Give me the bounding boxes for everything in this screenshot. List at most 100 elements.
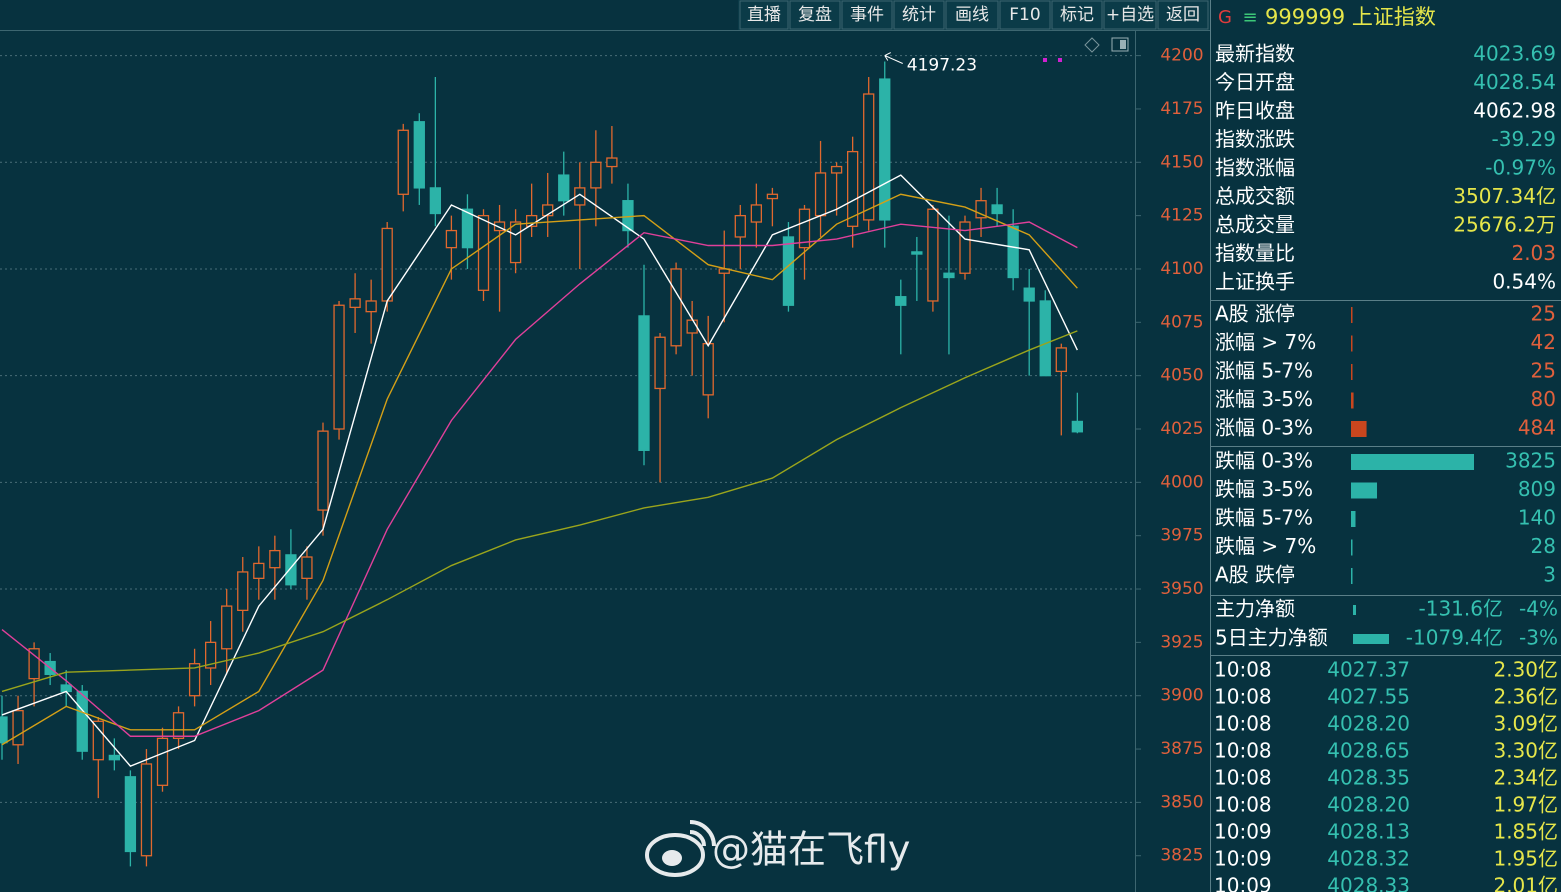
candle-body [830, 165, 843, 174]
weibo-logo [645, 833, 705, 877]
candle-body [108, 754, 120, 761]
breadth-bar [1351, 568, 1353, 584]
tick-price: 4027.55 [1327, 685, 1410, 709]
toolbar-label[interactable]: 直播 [747, 5, 781, 25]
stat-label: 总成交量 [1215, 213, 1295, 237]
candle-body [702, 342, 714, 396]
tick-time: 10:08 [1214, 712, 1272, 736]
tick-time: 10:09 [1214, 820, 1272, 844]
toolbar-button[interactable] [1051, 0, 1103, 30]
candle-body [253, 562, 265, 580]
candle-body [606, 157, 618, 168]
y-tick-label: 4100 [1160, 259, 1203, 279]
candle-body [1039, 300, 1051, 377]
candle-body [975, 200, 987, 219]
candle-body [798, 208, 811, 249]
flow-bar [1353, 634, 1389, 644]
toolbar-button[interactable] [1103, 0, 1157, 30]
tick-amount: 1.85亿 [1493, 820, 1558, 844]
y-tick-label: 3900 [1160, 686, 1203, 706]
y-tick-label: 3875 [1160, 739, 1203, 759]
tick-amount: 3.30亿 [1493, 739, 1558, 763]
stat-value: 4062.98 [1473, 99, 1556, 123]
breadth-bar [1351, 482, 1378, 499]
candle-body [60, 684, 72, 693]
candle-body [558, 174, 570, 202]
tick-amount: 3.09亿 [1493, 712, 1558, 736]
toolbar-label[interactable]: 返回 [1166, 5, 1200, 25]
candle-body [349, 298, 361, 309]
toolbar-button[interactable] [789, 0, 841, 30]
toolbar-button[interactable] [739, 0, 789, 30]
toolbar-label[interactable]: F10 [1009, 5, 1040, 25]
candle-body [1055, 347, 1067, 373]
toolbar-label[interactable]: 复盘 [798, 5, 832, 25]
tick-price: 4028.13 [1327, 820, 1410, 844]
y-tick-label: 4200 [1160, 46, 1203, 66]
toolbar-button[interactable] [1157, 0, 1209, 30]
stat-label: 上证换手 [1215, 270, 1295, 294]
flow-amount: -131.6亿 [1419, 597, 1503, 621]
tick-time: 10:08 [1214, 739, 1272, 763]
watermark: @猫在飞fly [645, 820, 910, 877]
toolbar-button[interactable] [841, 0, 893, 30]
stat-value: 4023.69 [1473, 42, 1556, 66]
candle-body [124, 776, 137, 853]
candle-body [477, 214, 490, 291]
stat-value: -0.97% [1485, 156, 1556, 180]
candle-body [12, 709, 24, 746]
toolbar-button[interactable] [999, 0, 1051, 30]
marker-dot [1058, 58, 1062, 62]
y-tick-label: 4000 [1160, 472, 1203, 492]
tick-time: 10:09 [1214, 874, 1272, 892]
moving-average [1, 221, 1078, 737]
candle-body [1071, 420, 1083, 433]
tick-time: 10:09 [1214, 847, 1272, 871]
stat-label: 今日开盘 [1215, 70, 1295, 94]
breadth-label: 涨幅 5-7% [1215, 359, 1313, 383]
candle-body [638, 315, 650, 451]
toolbar-button[interactable] [893, 0, 945, 30]
stat-value: -39.29 [1492, 127, 1556, 151]
breadth-label: 涨幅 0-3% [1215, 416, 1313, 440]
breadth-value: 25 [1531, 302, 1556, 326]
menu-icon[interactable]: ≡ [1242, 7, 1257, 28]
candle-body [670, 268, 682, 347]
candle-body [397, 129, 409, 195]
candle-body [445, 229, 458, 249]
candle-body [381, 227, 393, 302]
moving-average [1, 193, 1078, 746]
tick-time: 10:08 [1214, 685, 1272, 709]
toolbar-label[interactable]: 事件 [850, 5, 884, 25]
candle-body [28, 648, 40, 680]
toolbar-label[interactable]: 画线 [955, 5, 989, 25]
candle-body [237, 571, 249, 612]
flow-label: 5日主力净额 [1215, 626, 1328, 650]
flow-label: 主力净额 [1215, 597, 1295, 621]
candle-body [911, 251, 923, 255]
panel-icon[interactable] [1111, 37, 1129, 52]
y-tick-label: 3925 [1160, 632, 1203, 652]
candle-body [509, 221, 522, 264]
stat-value: 2.03 [1511, 241, 1556, 265]
breadth-value: 3 [1543, 563, 1556, 587]
candle-body [301, 556, 313, 580]
diamond-icon[interactable] [1084, 37, 1100, 53]
candle-body [991, 204, 1003, 215]
tick-amount: 1.97亿 [1493, 793, 1558, 817]
breadth-value: 42 [1531, 330, 1556, 354]
candle-body [140, 763, 153, 857]
y-tick-label: 4050 [1160, 366, 1203, 386]
toolbar-label[interactable]: 标记 [1060, 5, 1094, 25]
tick-price: 4028.32 [1327, 847, 1410, 871]
candle-body [92, 720, 104, 761]
candle-body [542, 204, 554, 217]
candle-body [461, 208, 474, 249]
stat-label: 最新指数 [1215, 42, 1295, 66]
toolbar-label[interactable]: 统计 [902, 5, 936, 25]
candle-body [188, 663, 201, 697]
toolbar-button[interactable] [945, 0, 999, 30]
annotation: 4197.23 [907, 56, 977, 76]
candle-body [1007, 225, 1019, 279]
toolbar-label[interactable]: +自选 [1106, 5, 1154, 25]
